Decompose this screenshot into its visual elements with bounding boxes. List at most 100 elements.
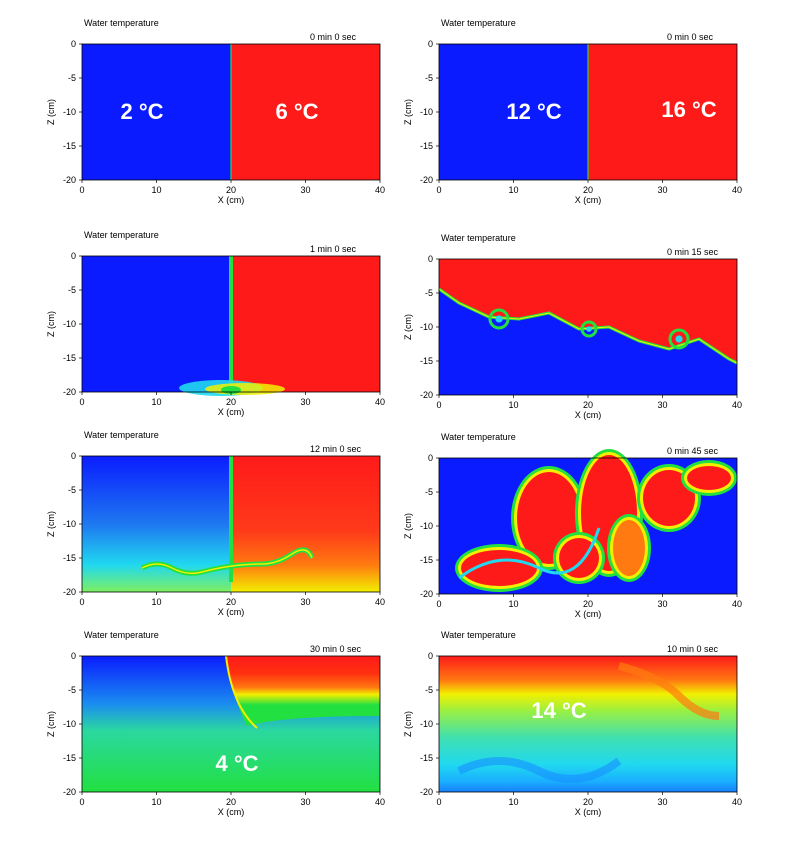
stratified-field	[439, 656, 737, 792]
x-tick-label: 0	[79, 185, 84, 195]
warm-blob	[613, 520, 645, 576]
panel-svg: Water temperature 10 min 0 sec 0 10 20 30 40 X …	[403, 630, 742, 817]
x-tick-label: 10	[151, 397, 161, 407]
panel-svg: Water temperature 1 min 0 sec 0 10 20 30 40 X (…	[46, 230, 385, 417]
x-axis-label: X (cm)	[218, 807, 245, 817]
z-tick-label: -10	[420, 719, 433, 729]
x-tick-label: 30	[300, 597, 310, 607]
z-axis-label: Z (cm)	[403, 711, 413, 737]
z-tick-label: -20	[63, 387, 76, 397]
z-tick-label: 0	[71, 651, 76, 661]
panel-svg: Water temperature 0 min 45 sec 0 10 20 30 40 X …	[403, 432, 742, 619]
z-tick-label: -5	[425, 73, 433, 83]
panel-4: Water temperature 0 min 15 sec 0 10 20 30 40 X …	[397, 233, 757, 433]
panel-8: Water temperature 10 min 0 sec 0 10 20 30 40 X …	[397, 630, 757, 830]
warm-region	[231, 456, 380, 592]
bottom-wave-edge	[141, 549, 313, 575]
cold-region	[82, 256, 231, 392]
temperature-field	[438, 259, 738, 395]
z-tick-label: -5	[68, 73, 76, 83]
panel-svg: Water temperature 30 min 0 sec 0 10 20 30 40 X …	[46, 630, 385, 817]
warm-region	[226, 656, 380, 726]
z-tick-label: -15	[63, 353, 76, 363]
warm-intrusion	[618, 662, 720, 720]
vortex-core	[675, 335, 683, 343]
x-tick-label: 30	[300, 397, 310, 407]
x-tick-label: 40	[732, 400, 742, 410]
x-tick-label: 10	[508, 400, 518, 410]
panel-1: Water temperature 0 min 0 sec 0 10 20 30 40 X (…	[40, 18, 400, 218]
vortex-core	[586, 326, 592, 332]
z-tick-label: -5	[425, 685, 433, 695]
x-tick-label: 40	[375, 185, 385, 195]
panel-time: 30 min 0 sec	[310, 644, 362, 654]
panel-title: Water temperature	[84, 430, 159, 440]
z-tick-label: -15	[63, 553, 76, 563]
panel-title: Water temperature	[441, 18, 516, 28]
z-tick-label: -5	[68, 685, 76, 695]
x-axis-label: X (cm)	[575, 410, 602, 420]
panel-title: Water temperature	[441, 432, 516, 442]
vortex	[488, 308, 510, 330]
plume	[229, 456, 233, 582]
temperature-field	[82, 655, 380, 792]
x-tick-label: 40	[732, 797, 742, 807]
z-tick-label: -10	[63, 519, 76, 529]
temperature-field	[82, 456, 380, 592]
temperature-field	[82, 256, 380, 396]
warm-region	[588, 44, 737, 180]
x-tick-label: 30	[657, 599, 667, 609]
z-tick-label: 0	[428, 453, 433, 463]
x-tick-label: 10	[151, 185, 161, 195]
panel-time: 12 min 0 sec	[310, 444, 362, 454]
z-axis-label: Z (cm)	[46, 99, 56, 125]
panel-time: 0 min 45 sec	[667, 446, 719, 456]
vortex-core	[495, 315, 503, 323]
x-axis-label: X (cm)	[218, 607, 245, 617]
z-tick-label: -10	[63, 319, 76, 329]
x-axis-label: X (cm)	[575, 195, 602, 205]
z-tick-label: -10	[63, 719, 76, 729]
z-tick-label: -20	[63, 175, 76, 185]
z-axis-label: Z (cm)	[46, 511, 56, 537]
panel-3: Water temperature 1 min 0 sec 0 10 20 30 40 X (…	[40, 230, 400, 430]
z-tick-label: -20	[420, 787, 433, 797]
z-tick-label: -15	[420, 555, 433, 565]
panel-svg: Water temperature 0 min 15 sec 0 10 20 30 40 X …	[403, 233, 742, 420]
x-axis-label: X (cm)	[575, 807, 602, 817]
z-tick-label: -15	[63, 141, 76, 151]
panel-2: Water temperature 0 min 0 sec 0 10 20 30 40 X (…	[397, 18, 757, 218]
z-tick-label: -20	[63, 787, 76, 797]
x-tick-label: 40	[732, 185, 742, 195]
x-tick-label: 30	[300, 797, 310, 807]
vortex	[668, 328, 690, 350]
warm-region	[439, 259, 737, 363]
z-tick-label: -5	[425, 288, 433, 298]
z-tick-label: -15	[63, 753, 76, 763]
x-tick-label: 30	[300, 185, 310, 195]
z-tick-label: -5	[425, 487, 433, 497]
cold-region	[82, 44, 231, 180]
z-tick-label: -10	[420, 521, 433, 531]
z-tick-label: -15	[420, 141, 433, 151]
temperature-annotation: 6 °C	[275, 99, 318, 124]
z-tick-label: 0	[428, 651, 433, 661]
z-axis-label: Z (cm)	[403, 314, 413, 340]
warm-blob	[643, 470, 695, 526]
plume	[225, 655, 258, 729]
vortex	[580, 320, 598, 338]
z-tick-label: 0	[71, 451, 76, 461]
x-tick-label: 20	[583, 599, 593, 609]
z-tick-label: -20	[420, 589, 433, 599]
x-tick-label: 0	[436, 400, 441, 410]
x-tick-label: 0	[436, 185, 441, 195]
x-tick-label: 20	[226, 397, 236, 407]
panel-time: 0 min 0 sec	[667, 32, 714, 42]
x-tick-label: 10	[151, 597, 161, 607]
x-tick-label: 0	[436, 797, 441, 807]
x-tick-label: 20	[226, 185, 236, 195]
z-tick-label: -10	[420, 322, 433, 332]
z-tick-label: 0	[428, 254, 433, 264]
x-tick-label: 0	[79, 797, 84, 807]
x-tick-label: 20	[583, 185, 593, 195]
